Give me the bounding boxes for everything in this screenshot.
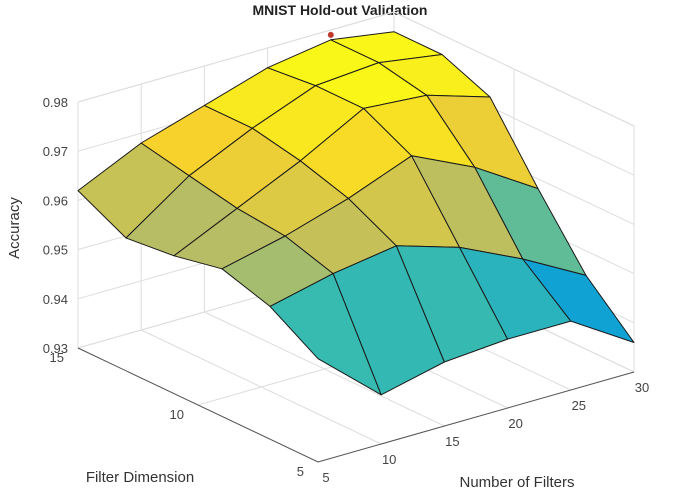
x-tick-label: 25 bbox=[572, 398, 586, 413]
x-tick-label: 20 bbox=[508, 416, 522, 431]
x-tick-label: 30 bbox=[635, 380, 649, 395]
z-tick-label: 0.93 bbox=[43, 341, 68, 356]
front-axes bbox=[77, 347, 635, 463]
z-axis-label: Accuracy bbox=[6, 197, 23, 259]
z-tick-label: 0.98 bbox=[43, 95, 68, 110]
z-tick-label: 0.96 bbox=[43, 193, 68, 208]
chart-title: MNIST Hold-out Validation bbox=[252, 2, 428, 18]
z-tick-label: 0.97 bbox=[43, 144, 68, 159]
box-edge bbox=[77, 11, 395, 103]
tick-labels: 0.93 0.94 0.95 0.96 0.97 0.98 5 10 15 20 25 30 5 10 15 bbox=[43, 95, 650, 485]
x-tick-label: 15 bbox=[445, 434, 459, 449]
y-tick-label: 15 bbox=[50, 350, 64, 365]
best-point-marker bbox=[327, 31, 334, 38]
y-tick-label: 5 bbox=[297, 464, 304, 479]
x-tick-label: 10 bbox=[382, 452, 396, 467]
box-edge bbox=[393, 11, 635, 127]
y-axis-label: Filter Dimension bbox=[86, 469, 194, 486]
z-tick-label: 0.95 bbox=[43, 243, 68, 258]
x-tick-label: 5 bbox=[322, 470, 329, 485]
surface-patch bbox=[522, 258, 635, 343]
surface-mesh bbox=[77, 31, 635, 396]
y-tick-label: 10 bbox=[170, 407, 184, 422]
z-tick-label: 0.94 bbox=[43, 292, 68, 307]
x-axis-label: Number of Filters bbox=[459, 474, 574, 491]
